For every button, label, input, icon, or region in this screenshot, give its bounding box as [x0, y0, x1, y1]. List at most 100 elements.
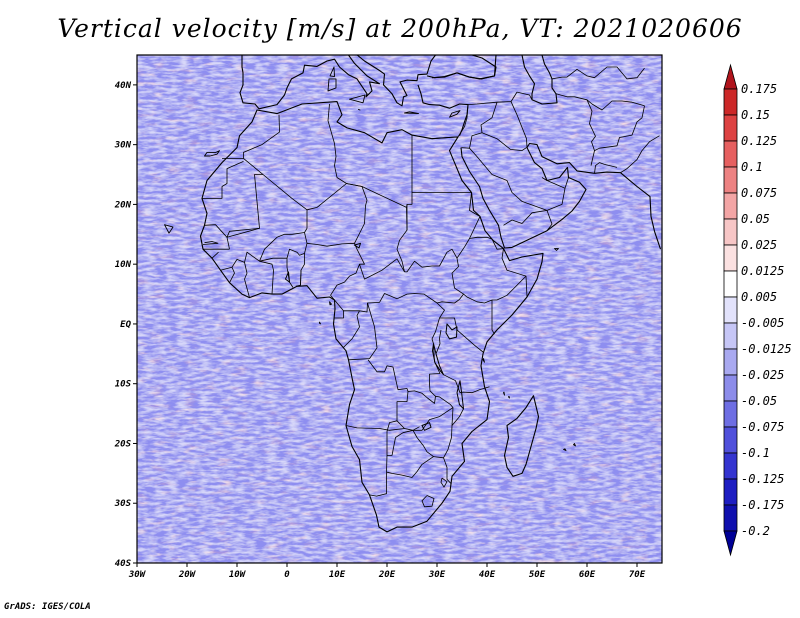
y-tick-label: EQ	[120, 320, 131, 330]
island-outline	[563, 448, 567, 452]
x-tick-label: 20E	[378, 570, 396, 580]
y-tick-label: 30S	[114, 499, 132, 509]
colorbar-swatch	[723, 192, 738, 220]
country-border	[345, 425, 405, 431]
balkans-coastline	[356, 55, 436, 107]
country-border	[330, 264, 360, 296]
country-border	[367, 343, 441, 404]
lake-outline	[456, 380, 464, 410]
x-tick-label: 20W	[178, 570, 197, 580]
y-tick-label: 30N	[114, 141, 132, 151]
country-border	[220, 266, 235, 283]
island-outline	[327, 78, 337, 92]
country-border	[469, 236, 504, 250]
iberia-italy-coastline	[239, 55, 381, 110]
country-border	[226, 227, 260, 238]
map-panel	[137, 55, 662, 563]
country-border	[440, 477, 448, 488]
country-border	[231, 258, 250, 298]
colorbar-swatch	[723, 478, 738, 506]
country-border	[469, 192, 481, 217]
chart-title: Vertical velocity [m/s] at 200hPa, VT: 2…	[57, 14, 743, 43]
colorbar-label: -0.025	[741, 368, 784, 382]
country-border	[541, 177, 566, 189]
colorbar-swatch	[723, 114, 738, 142]
y-tick-label: 40S	[115, 559, 132, 569]
island-outline	[449, 110, 461, 118]
x-tick-label: 30E	[428, 570, 446, 580]
x-tick-label: 70E	[629, 570, 646, 580]
colorbar-label: 0.175	[741, 82, 777, 96]
country-border	[346, 183, 408, 272]
y-tick-label: 40N	[115, 81, 132, 91]
colorbar-swatch	[723, 400, 738, 428]
x-tick-label: 50E	[529, 570, 546, 580]
country-border	[435, 329, 442, 354]
country-border	[342, 310, 360, 349]
colorbar-label: -0.2	[741, 524, 770, 538]
country-border	[259, 242, 355, 262]
country-border	[211, 251, 219, 259]
colorbar-label: 0.1	[741, 160, 763, 174]
lake-outline	[445, 323, 458, 340]
colorbar-label: 0.125	[741, 134, 777, 148]
country-border	[481, 132, 527, 152]
island-outline	[329, 66, 335, 77]
colorbar-label: -0.0125	[741, 342, 792, 356]
island-outline	[358, 108, 361, 111]
x-tick-label: 10W	[229, 570, 247, 580]
island-outline	[573, 443, 576, 447]
country-border	[594, 105, 645, 151]
colorbar-label: 0.025	[741, 238, 777, 252]
country-border	[451, 407, 464, 426]
y-tick-label: 20S	[114, 439, 132, 449]
island-outline	[554, 248, 559, 251]
colorbar-swatch	[723, 530, 738, 557]
geographic-boundaries	[164, 55, 662, 533]
country-border	[413, 395, 454, 431]
island-outline	[482, 358, 485, 363]
velocity-white-field	[137, 55, 662, 563]
country-border	[594, 162, 618, 174]
colorbar-label: 0.0125	[741, 264, 784, 278]
country-border	[222, 114, 280, 159]
africa-coastline	[199, 101, 544, 533]
island-outline	[508, 395, 510, 399]
country-border	[501, 248, 528, 298]
country-border	[259, 174, 308, 262]
colorbar-swatch	[723, 88, 738, 116]
colorbar-label: -0.175	[741, 498, 784, 512]
island-outline	[349, 94, 366, 104]
caspian-coastline	[521, 55, 558, 105]
country-border	[555, 93, 645, 111]
country-border	[202, 161, 244, 199]
country-border	[354, 243, 405, 280]
country-border	[443, 374, 490, 394]
country-border	[421, 495, 435, 508]
island-outline	[164, 224, 174, 234]
colorbar-label: -0.005	[741, 316, 784, 330]
colorbar-swatch	[723, 322, 738, 350]
country-border	[200, 224, 228, 250]
country-border	[244, 251, 274, 295]
country-border	[431, 302, 445, 344]
country-border	[451, 216, 481, 300]
y-tick-label: 10S	[115, 380, 132, 390]
colorbar-swatch	[723, 452, 738, 480]
madagascar-coastline	[503, 395, 540, 477]
country-border	[469, 147, 569, 211]
country-border	[463, 293, 495, 335]
x-tick-label: 60E	[579, 570, 596, 580]
country-border	[503, 210, 548, 226]
country-border	[348, 302, 378, 361]
grads-credit: GrADS: IGES/COLA	[4, 602, 91, 612]
country-border	[306, 183, 368, 244]
colorbar-swatch	[723, 218, 738, 246]
colorbar: 0.175 0.15 0.125 0.1 0.075 0.05 0.025 0.0125 0.0…	[723, 63, 792, 557]
country-border	[333, 310, 344, 319]
colorbar-swatch	[723, 270, 738, 298]
colorbar-label: 0.005	[741, 290, 777, 304]
country-border	[551, 66, 645, 80]
country-border	[300, 270, 302, 286]
